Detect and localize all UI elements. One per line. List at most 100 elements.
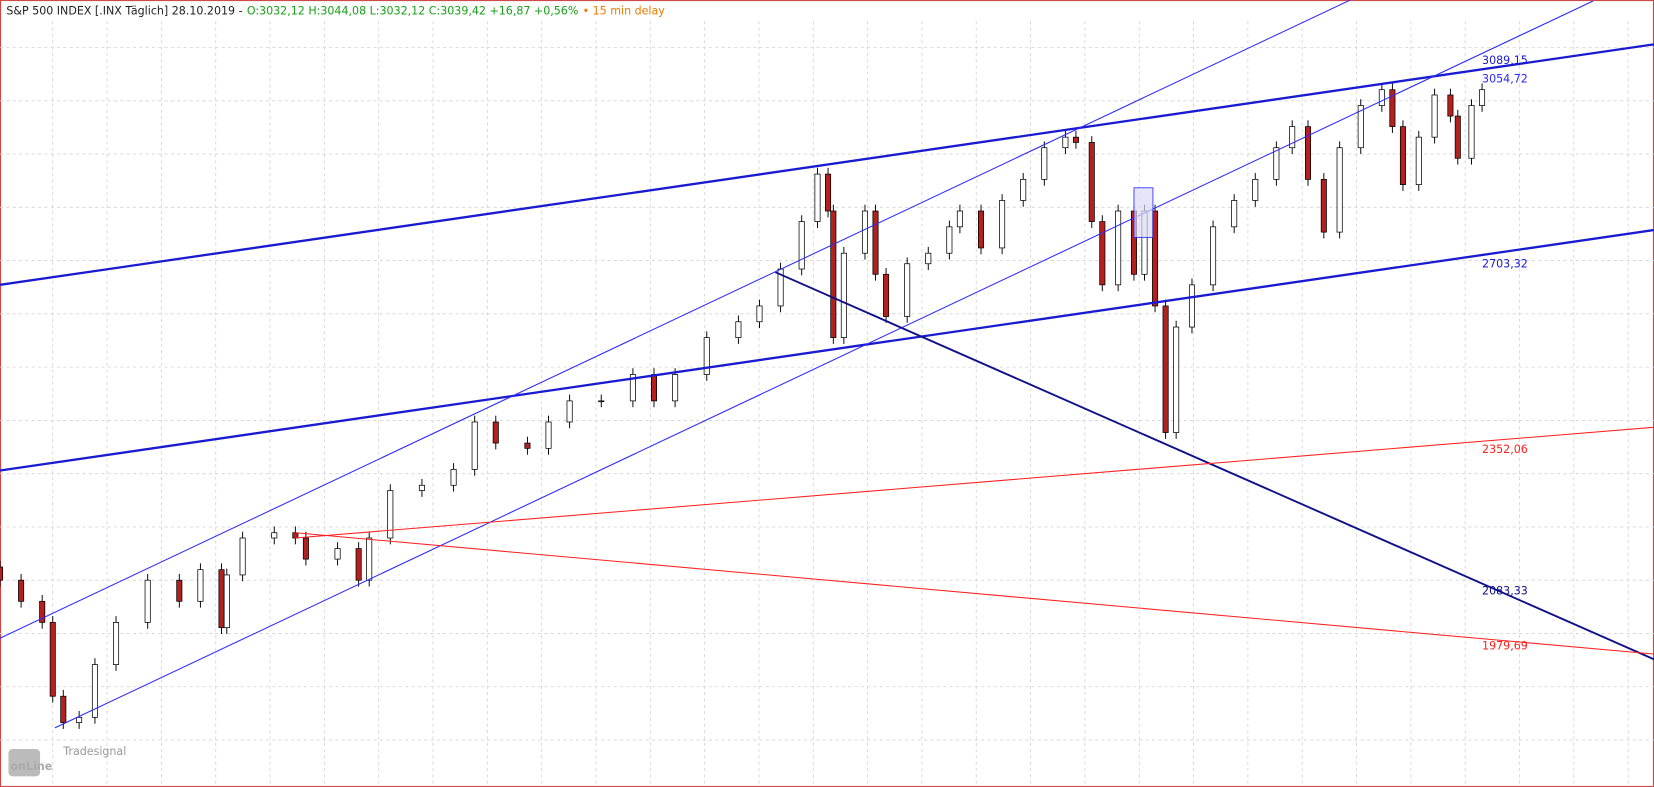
highlight-box — [1133, 187, 1154, 238]
candle-body — [629, 374, 636, 402]
candle-body — [872, 210, 879, 275]
candle-body — [0, 566, 4, 581]
candle-body — [1336, 147, 1343, 233]
candle-body — [756, 305, 763, 323]
logo-main: onLine — [11, 760, 53, 773]
candle-body — [566, 400, 573, 423]
candle-body — [1188, 284, 1195, 328]
candle-body — [1072, 136, 1079, 143]
candle-body — [1431, 94, 1438, 138]
candle-body — [1479, 89, 1486, 106]
candle-body — [1210, 226, 1217, 286]
line-label: 2352,06 — [1482, 443, 1528, 456]
candle-body — [1041, 147, 1048, 180]
candle-body — [1273, 147, 1280, 180]
trend-line — [0, 0, 1351, 639]
candle-body — [1289, 126, 1296, 149]
candle-body — [830, 210, 837, 338]
candle-body — [1454, 115, 1461, 159]
line-label: 3054,72 — [1482, 72, 1528, 85]
candle-body — [91, 664, 98, 718]
candle-body — [883, 273, 890, 317]
candle-body — [798, 221, 805, 270]
line-label: 2703,32 — [1482, 258, 1528, 271]
candle-body — [1378, 89, 1385, 106]
candle-body — [113, 622, 120, 665]
candle-body — [1252, 178, 1259, 201]
logo-small: Tradesignal — [62, 745, 126, 758]
candle-body — [946, 226, 953, 254]
candle-body — [1415, 136, 1422, 186]
candle-body — [366, 537, 373, 581]
candle-body — [1399, 126, 1406, 186]
candle-body — [1088, 142, 1095, 222]
candle-body — [1173, 326, 1180, 433]
candle-body — [825, 173, 832, 212]
candle-body — [49, 622, 56, 697]
candle-body — [271, 532, 278, 539]
candle-body — [735, 321, 742, 338]
candle-body — [904, 263, 911, 317]
candle-body — [1468, 105, 1475, 159]
candle-body — [197, 569, 204, 602]
candle-body — [223, 574, 230, 629]
header-quote: O:3032,12 H:3044,08 L:3032,12 C:3039,42 … — [247, 5, 579, 18]
logo: Tradesignal onLine — [8, 745, 126, 777]
candle-body — [1320, 178, 1327, 233]
candle-body — [18, 579, 25, 602]
candle-body — [292, 532, 299, 539]
candle-body — [1162, 305, 1169, 433]
candle-body — [39, 600, 46, 623]
header-instrument: S&P 500 INDEX [.INX Täglich] 28.10.2019 … — [6, 5, 242, 18]
candle-body — [450, 469, 457, 486]
candle-body — [239, 537, 246, 576]
candle-body — [650, 374, 658, 402]
trend-line — [295, 426, 1654, 539]
header-delay: • 15 min delay — [583, 5, 666, 18]
trend-line — [0, 228, 1654, 472]
candle-body — [60, 695, 67, 723]
candle-body — [840, 252, 847, 338]
candle-body — [999, 200, 1006, 249]
candle-body — [672, 374, 679, 402]
candle-body — [176, 579, 183, 602]
logo-badge — [8, 748, 41, 777]
candle-body — [334, 548, 341, 560]
line-label: 1979,69 — [1482, 639, 1528, 652]
plot — [0, 0, 1654, 729]
candle-body — [956, 210, 963, 228]
candle-body — [492, 421, 499, 444]
candle-body — [1062, 136, 1069, 149]
candle-body — [861, 210, 868, 254]
line-label: 2083,33 — [1482, 585, 1528, 598]
candle-body — [1099, 221, 1106, 286]
trend-line — [54, 0, 1594, 729]
candle-body — [978, 210, 985, 249]
candle-body — [1357, 105, 1364, 149]
candle-body — [1152, 210, 1159, 307]
candle-body — [1389, 89, 1396, 127]
candle-body — [814, 173, 821, 222]
candle-body — [1305, 126, 1312, 180]
candle-body — [471, 421, 478, 470]
candle-body — [76, 716, 83, 723]
candle-body — [598, 400, 605, 403]
candle-body — [1020, 178, 1027, 201]
candle-body — [1447, 94, 1454, 117]
candle-body — [355, 548, 362, 581]
candle-body — [1231, 200, 1238, 228]
candle-body — [387, 490, 394, 539]
candle-body — [524, 442, 531, 449]
trend-line — [295, 532, 1654, 655]
candle-body — [418, 484, 425, 491]
trend-line — [0, 43, 1654, 286]
candle-body — [925, 252, 932, 265]
candle-body — [1115, 210, 1122, 286]
trend-line — [774, 271, 1654, 661]
candle-body — [302, 537, 309, 560]
line-label: 3089,15 — [1482, 54, 1528, 67]
candle-body — [545, 421, 552, 449]
